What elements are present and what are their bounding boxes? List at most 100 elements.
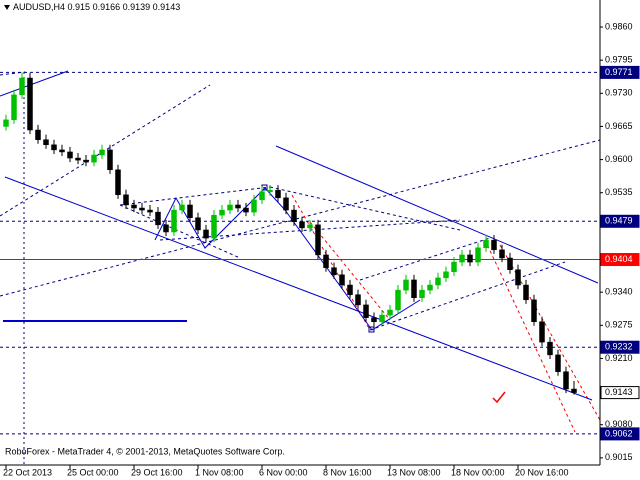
candle-body: [315, 224, 321, 256]
y-tick-label: 0.9600: [605, 154, 633, 164]
candle-body: [499, 249, 505, 259]
trendline: [269, 186, 461, 231]
candle-body: [51, 144, 57, 151]
candle-body: [131, 204, 137, 209]
candle-body: [283, 197, 289, 211]
y-tick-label: 0.9860: [605, 21, 633, 31]
candle-body: [483, 239, 489, 249]
last-open: 0.915: [68, 2, 91, 12]
y-tick-label: 0.9015: [605, 452, 633, 462]
trendline: [119, 186, 271, 206]
wave-line: [154, 187, 286, 249]
y-tick-label: 0.9340: [605, 287, 633, 297]
level-box: [600, 65, 640, 79]
candle-body: [419, 289, 425, 299]
candle-body: [275, 189, 281, 199]
menu-triangle: [4, 5, 10, 10]
candle-body: [299, 221, 305, 229]
candle-body: [3, 119, 9, 127]
level-label: 0.9404: [605, 254, 633, 264]
candle-body: [291, 209, 297, 223]
candle-body: [155, 211, 161, 226]
candle-body: [203, 229, 209, 239]
last-high: 0.9166: [93, 2, 121, 12]
trendline: [0, 139, 601, 297]
candle-body: [179, 204, 185, 211]
x-tick-label: 6 Nov 00:00: [259, 467, 308, 477]
x-tick-label: 22 Oct 2013: [3, 467, 52, 477]
level-label: 0.9143: [605, 387, 633, 397]
level-label: 0.9062: [605, 428, 633, 438]
anchor-point: [368, 326, 375, 333]
candle-body: [467, 254, 473, 263]
y-tick-label: 0.9080: [605, 419, 633, 429]
candle-body: [411, 279, 417, 299]
candle-body: [339, 274, 345, 286]
candle-body: [571, 388, 577, 393]
x-tick-label: 20 Nov 16:00: [515, 467, 569, 477]
candle-body: [547, 341, 553, 356]
candle-body: [347, 284, 353, 295]
candle-body: [459, 254, 465, 263]
candle-body: [451, 261, 457, 273]
candle-body: [59, 149, 65, 153]
wave-line: [284, 209, 421, 331]
level-box: [600, 214, 640, 228]
candle-body: [379, 314, 385, 322]
candle-body: [443, 271, 449, 279]
candle-body: [403, 279, 409, 291]
candle-body: [83, 159, 89, 163]
channel-line: [275, 145, 599, 284]
candle-body: [475, 247, 481, 263]
candle-body: [371, 317, 377, 322]
y-tick-label: 0.9210: [605, 353, 633, 363]
candle-body: [323, 254, 329, 268]
y-tick-label: 0.9665: [605, 121, 633, 131]
level-label: 0.9479: [605, 216, 633, 226]
candle-body: [99, 149, 105, 156]
candle-body: [507, 257, 513, 270]
candle-body: [363, 304, 369, 318]
trendline: [484, 239, 576, 433]
candle-body: [531, 299, 537, 322]
candle-body: [147, 209, 153, 213]
candle-body: [259, 191, 265, 201]
last-low: 0.9139: [123, 2, 151, 12]
candle-body: [11, 94, 17, 121]
candle-body: [539, 321, 545, 343]
candle-body: [171, 209, 177, 233]
candle-body: [163, 224, 169, 233]
candle-body: [123, 194, 129, 206]
check-mark: [492, 391, 506, 404]
x-tick-label: 29 Oct 16:00: [131, 467, 183, 477]
candle-body: [515, 269, 521, 286]
candle-body: [243, 207, 249, 213]
candle-body: [195, 217, 201, 231]
candle-body: [227, 204, 233, 211]
channel-line: [4, 176, 593, 401]
level-label: 0.9232: [605, 342, 633, 352]
trendline: [369, 261, 566, 331]
candle-body: [395, 289, 401, 311]
y-tick-label: 0.9795: [605, 55, 633, 65]
candles: [3, 72, 577, 395]
candle-body: [331, 267, 337, 276]
candle-body: [219, 209, 225, 216]
x-tick-label: 13 Nov 08:00: [387, 467, 441, 477]
candle-body: [107, 149, 113, 171]
candle-body: [35, 129, 41, 140]
y-tick-label: 0.9730: [605, 88, 633, 98]
level-label: 0.9771: [605, 67, 633, 77]
candle-body: [563, 371, 569, 390]
candle-body: [211, 214, 217, 239]
level-box: [600, 340, 640, 354]
candle-body: [67, 151, 73, 159]
x-tick-label: 18 Nov 00:00: [451, 467, 505, 477]
trendline: [359, 237, 491, 281]
level-box: [600, 427, 640, 441]
levels: [0, 71, 600, 435]
chart-title: AUDUSD,H4 0.915 0.9166 0.9139 0.9143: [13, 2, 180, 12]
candle-body: [187, 204, 193, 218]
